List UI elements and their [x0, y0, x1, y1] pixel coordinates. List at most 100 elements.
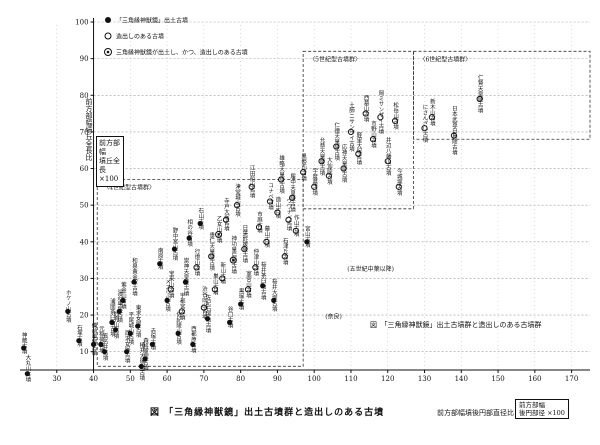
point-label: 和泉黄金塚古墳 — [131, 257, 138, 298]
point-label: 新木山古墳 — [429, 97, 436, 127]
point-label: 大仙陵古墳 — [326, 156, 333, 186]
data-point — [369, 136, 377, 143]
group-label: 〈6世紀型古墳群〉 — [419, 55, 471, 63]
point-label: 石山古墳 — [197, 207, 204, 231]
point-label: 森将軍塚古墳 — [142, 336, 149, 372]
data-point — [21, 345, 27, 351]
x-tick-label: 120 — [381, 375, 394, 383]
point-label: 今城塚古墳 — [396, 167, 403, 197]
data-point — [222, 216, 230, 223]
x-tick-label: 170 — [565, 375, 578, 383]
annotation: (五世紀中葉以降) — [347, 265, 394, 273]
data-point — [197, 220, 203, 227]
data-point — [178, 308, 185, 315]
legend-dotted-core — [106, 50, 110, 54]
data-point — [384, 158, 391, 165]
x-tick-label: 130 — [418, 375, 431, 383]
y-tick-label: 70 — [80, 128, 89, 136]
y-axis-ratio: 前方部幅 墳丘全長 ×100 — [96, 136, 124, 187]
data-point — [260, 283, 266, 289]
data-point — [204, 316, 211, 322]
point-label: 平尾城山古墳 — [127, 312, 134, 347]
y-tick-label: 100 — [75, 19, 88, 27]
data-point — [450, 132, 458, 139]
data-point — [266, 198, 274, 205]
y-tick-label: 90 — [80, 55, 89, 63]
footer-ratio: 前方部幅 後円部径 ×100 — [515, 399, 569, 419]
point-label: 垂仁天皇陵古墳 — [208, 232, 215, 272]
data-point-core — [217, 233, 220, 236]
footer: 図 「三角縁神獣鏡」出土古墳群と造出しのある古墳 前方部幅墳後円部直径比 前方部… — [150, 395, 600, 435]
point-label: 赤塚古墳 — [149, 327, 156, 352]
data-point — [149, 341, 155, 347]
data-point — [252, 264, 259, 271]
point-label: コナベ古墳 — [267, 183, 274, 212]
y-tick-label: 40 — [80, 238, 89, 246]
data-point — [167, 286, 174, 293]
point-label: 宝来山古墳 — [168, 270, 175, 300]
data-point — [24, 371, 30, 377]
annotations-layer: (五世紀中葉以降) (奈良) — [325, 265, 394, 321]
x-tick-label: 100 — [308, 375, 321, 383]
point-label: 備前車塚古墳 — [91, 322, 98, 358]
data-point — [135, 323, 141, 329]
point-label: 仁徳天皇陵古墳 — [333, 121, 340, 162]
point-label: 日葉酢媛陵古墳 — [241, 225, 248, 265]
point-label: 桜井大塚古墳 — [271, 278, 278, 314]
data-point — [318, 158, 325, 165]
data-point — [116, 308, 122, 314]
data-point — [190, 341, 196, 347]
data-point — [347, 128, 355, 135]
y-tick-label: 20 — [80, 312, 89, 320]
x-tick-label: 30 — [52, 375, 61, 383]
data-point — [263, 238, 270, 245]
data-point — [120, 297, 126, 303]
axes-layer: 10 20 30 40 50 60 70 80 90 100 30 40 50 60 70 80 90 100 11… — [20, 18, 590, 383]
x-tick-label: 160 — [528, 375, 541, 383]
y-tick-label: 10 — [80, 348, 89, 356]
data-point — [182, 279, 189, 285]
point-label: 椿井大塚山古墳 — [138, 341, 145, 382]
data-point — [244, 286, 252, 293]
point-label: 妙見山古墳 — [113, 310, 120, 340]
point-label: 宮山古墳 — [304, 225, 311, 250]
footer-ratio-tail: ×100 — [547, 409, 565, 417]
y-tick-label: 60 — [80, 165, 89, 173]
data-point — [304, 239, 310, 245]
data-point — [138, 363, 144, 369]
point-label: 履中天皇陵古墳 — [289, 173, 296, 213]
point-label: 宇度墓古墳 — [311, 167, 318, 197]
point-label: 新山古墳 — [219, 261, 226, 286]
footer-ratio-bottom: 後円部径 — [519, 409, 545, 417]
point-label: 紫金山古墳 — [120, 281, 127, 310]
grid-layer — [56, 21, 590, 370]
point-label: 真名井古墳 — [102, 332, 109, 362]
point-label: 佐紀陵山古墳 — [175, 311, 182, 347]
data-point — [233, 202, 241, 209]
footer-xlabel: 前方部幅墳後円部直径比 — [437, 409, 514, 417]
legend-filled-marker — [105, 17, 111, 23]
data-point — [340, 165, 347, 172]
point-label: 墓山古墳 — [263, 225, 270, 250]
data-point — [277, 176, 285, 183]
point-label: 宇都宮古墳 — [179, 291, 186, 321]
data-point — [227, 319, 233, 325]
point-label: ウワナベ古墳 — [285, 198, 292, 233]
point-label: 行燈山古墳 — [194, 248, 201, 278]
point-label: 大丸山古墳 — [24, 354, 31, 384]
x-tick-label: 110 — [344, 375, 357, 383]
data-point — [421, 125, 428, 132]
point-label: 寺戸大塚古墳 — [223, 197, 230, 233]
x-tick-label: 90 — [273, 375, 282, 383]
data-point — [98, 341, 104, 347]
data-point-core — [232, 259, 235, 262]
data-point — [186, 235, 192, 241]
point-label: 土師ニサンザイ古墳 — [348, 101, 355, 153]
point-label: にさんざい古墳 — [422, 104, 429, 144]
data-point — [157, 261, 163, 267]
data-point — [333, 143, 340, 150]
point-label: 黒姫山古墳 — [300, 153, 307, 182]
point-label: 井辺八幡山古墳 — [385, 136, 392, 177]
